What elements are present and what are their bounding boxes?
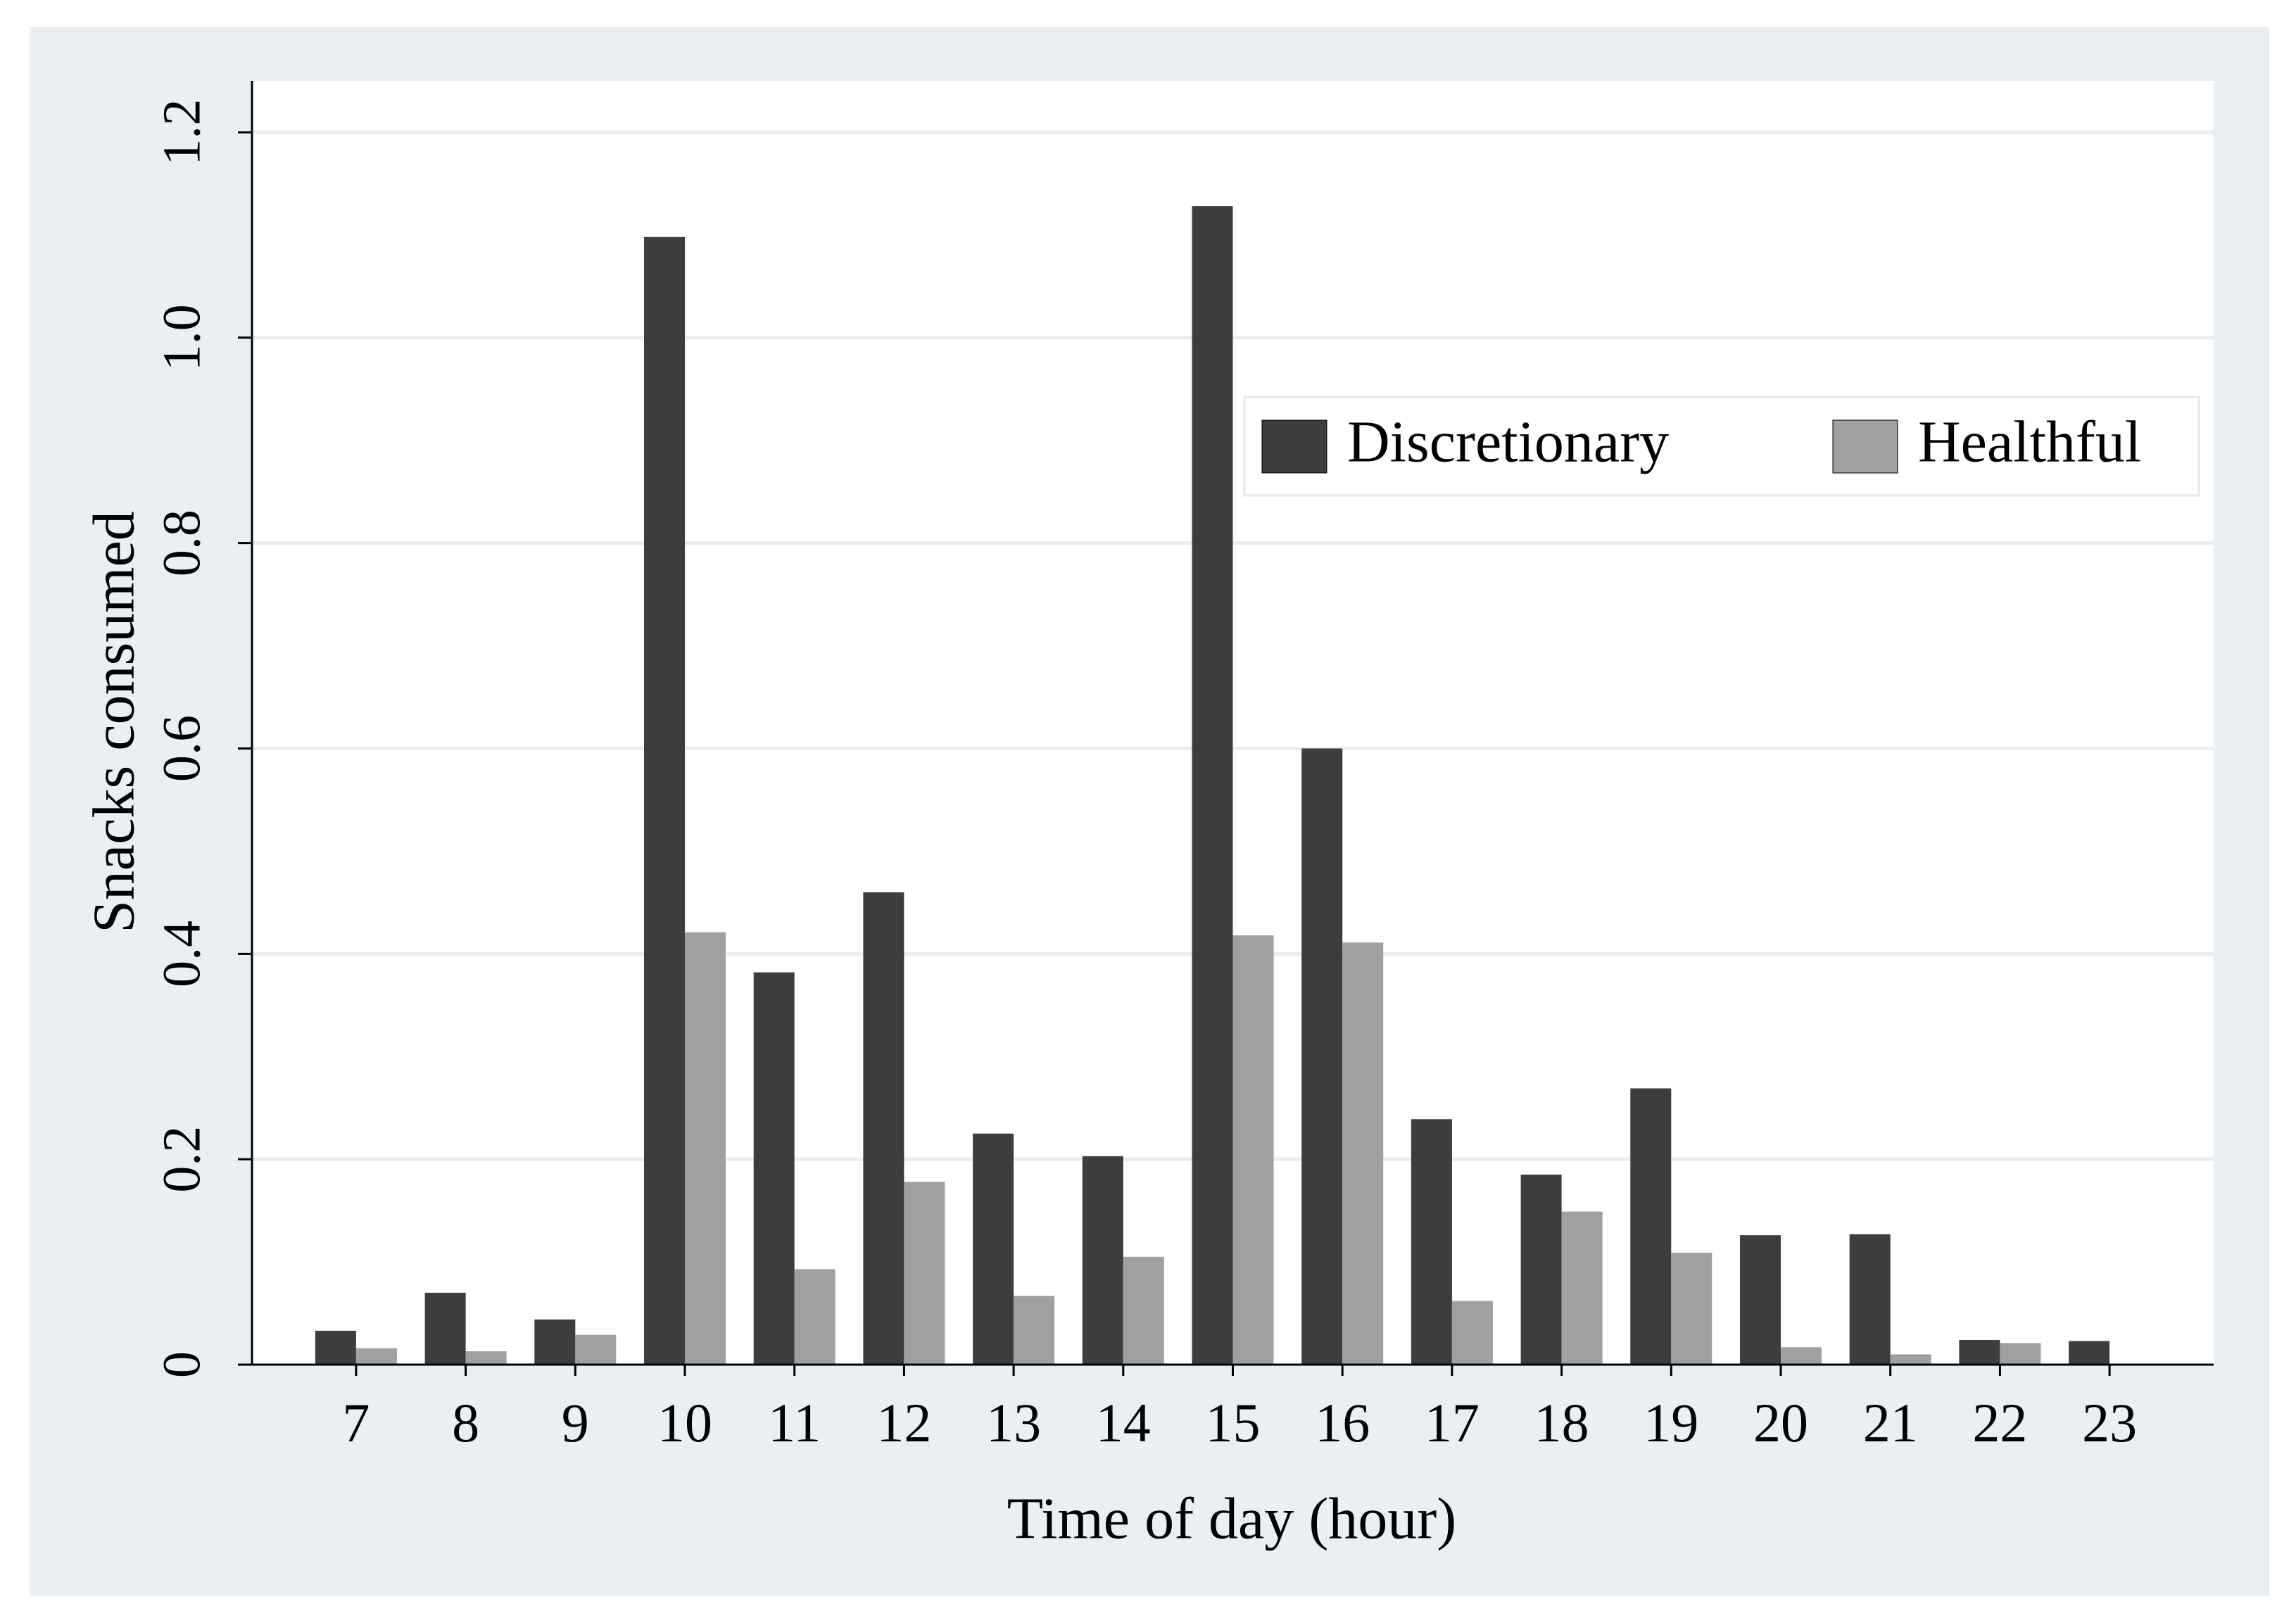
legend-label: Discretionary xyxy=(1347,409,1669,474)
bar xyxy=(1849,1234,1891,1365)
legend-swatch xyxy=(1261,419,1327,474)
x-tick-label: 19 xyxy=(1644,1392,1698,1453)
y-tick-label: 0 xyxy=(152,1351,211,1378)
bar xyxy=(355,1348,397,1365)
bar xyxy=(863,892,904,1365)
bar xyxy=(644,236,686,1365)
x-tick-label: 14 xyxy=(1096,1392,1151,1453)
bar xyxy=(794,1269,835,1365)
bar xyxy=(1451,1301,1493,1365)
bar xyxy=(753,972,795,1365)
bar xyxy=(973,1133,1014,1365)
y-tick-label: 0.6 xyxy=(152,715,211,782)
bar xyxy=(1520,1175,1562,1365)
x-tick-label: 23 xyxy=(2082,1392,2137,1453)
bar xyxy=(1232,935,1274,1365)
legend-box xyxy=(1243,396,2200,497)
x-axis-title: Time of day (hour) xyxy=(1007,1486,1457,1551)
bar xyxy=(315,1330,356,1365)
bar xyxy=(1630,1088,1672,1365)
y-tick-label: 0.4 xyxy=(152,921,211,987)
bar xyxy=(904,1182,945,1365)
y-tick-label: 1.0 xyxy=(152,304,211,371)
x-tick-label: 18 xyxy=(1534,1392,1589,1453)
bar xyxy=(685,932,726,1365)
x-tick-label: 10 xyxy=(657,1392,712,1453)
x-tick-label: 15 xyxy=(1206,1392,1261,1453)
bar xyxy=(1671,1252,1712,1365)
x-tick-label: 7 xyxy=(342,1392,370,1453)
x-tick-label: 21 xyxy=(1863,1392,1918,1453)
bar xyxy=(1780,1347,1822,1365)
y-tick-label: 0.2 xyxy=(152,1126,211,1193)
bar xyxy=(1739,1235,1781,1365)
x-tick-label: 20 xyxy=(1753,1392,1808,1453)
y-tick-label: 0.8 xyxy=(152,510,211,576)
bar xyxy=(1561,1211,1603,1365)
bar xyxy=(1342,942,1384,1365)
x-tick-label: 12 xyxy=(876,1392,931,1453)
x-tick-label: 11 xyxy=(768,1392,821,1453)
x-tick-label: 17 xyxy=(1425,1392,1480,1453)
x-tick-label: 9 xyxy=(562,1392,589,1453)
bar xyxy=(1192,206,1233,1365)
y-tick-label: 1.2 xyxy=(152,99,211,165)
bar xyxy=(1411,1119,1452,1365)
bar xyxy=(424,1292,466,1365)
x-tick-label: 22 xyxy=(1972,1392,2027,1453)
bar xyxy=(1890,1354,1931,1365)
x-tick-label: 13 xyxy=(986,1392,1041,1453)
x-tick-label: 8 xyxy=(452,1392,479,1453)
bar xyxy=(1123,1256,1164,1365)
bar xyxy=(1301,748,1343,1365)
bar xyxy=(465,1351,507,1365)
bar xyxy=(534,1319,576,1365)
bar xyxy=(2000,1343,2041,1365)
legend-label: Healthful xyxy=(1918,409,2141,474)
bar xyxy=(1082,1156,1123,1365)
x-tick-label: 16 xyxy=(1315,1392,1370,1453)
bar xyxy=(2069,1341,2110,1365)
bar xyxy=(575,1334,617,1365)
bar xyxy=(1014,1296,1055,1365)
bar xyxy=(1959,1339,2000,1365)
y-axis-title: Snacks consumed xyxy=(81,511,146,933)
legend-swatch xyxy=(1832,419,1898,474)
